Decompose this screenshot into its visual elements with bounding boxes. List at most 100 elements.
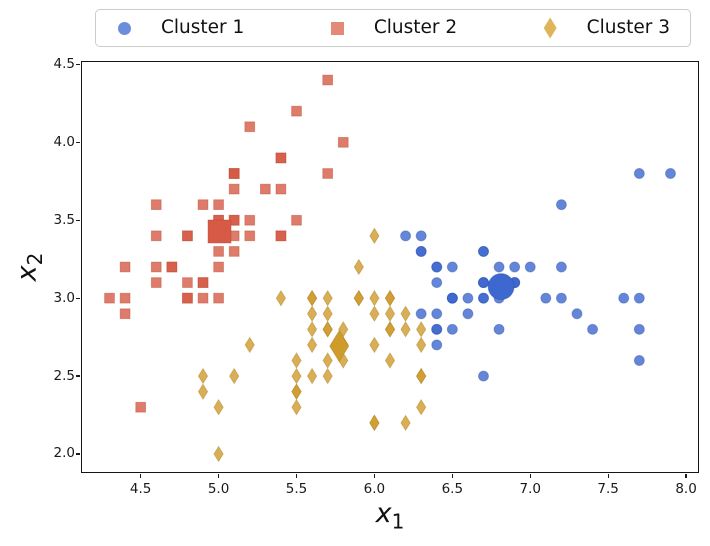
scatter-point: [338, 321, 349, 338]
scatter-point: [291, 383, 302, 400]
scatter-point: [291, 105, 302, 117]
scatter-point: [493, 261, 505, 273]
scatter-point: [369, 227, 380, 245]
scatter-point: [478, 370, 489, 382]
scatter-point: [213, 445, 224, 463]
scatter-point: [415, 308, 427, 320]
scatter-point: [166, 261, 178, 273]
plot-area: [81, 61, 699, 473]
x-tick-mark: [529, 473, 531, 478]
scatter-point: [228, 168, 240, 179]
scatter-point: [213, 398, 224, 416]
scatter-point: [353, 289, 364, 307]
scatter-point: [400, 305, 411, 323]
x-tick-label: 6.5: [441, 481, 464, 497]
scatter-point: [306, 321, 318, 338]
y-tick-mark: [75, 63, 80, 66]
scatter-point: [197, 367, 209, 385]
scatter-point: [213, 261, 224, 273]
x-tick-label: 7.5: [597, 481, 619, 497]
scatter-point: [571, 308, 583, 320]
legend-label-cluster-2: Cluster 2: [373, 16, 458, 38]
y-tick-label: 4.0: [53, 133, 75, 150]
x-tick-label: 6.0: [363, 481, 386, 497]
scatter-point: [400, 414, 411, 432]
scatter-point: [446, 323, 458, 335]
y-tick-mark: [75, 297, 80, 299]
scatter-point: [431, 277, 443, 289]
scatter-point: [431, 308, 443, 320]
x-tick-mark: [373, 473, 376, 478]
scatter-point: [291, 398, 302, 416]
scatter-point: [462, 292, 474, 304]
scatter-point: [322, 305, 333, 323]
y-tick-label: 3.0: [53, 289, 75, 306]
scatter-point: [197, 292, 209, 304]
scatter-point: [431, 261, 443, 273]
scatter-point: [291, 352, 302, 369]
scatter-point: [150, 230, 162, 242]
scatter-point: [275, 289, 287, 307]
scatter-point: [478, 292, 489, 304]
scatter-point: [322, 289, 333, 307]
scatter-point: [540, 292, 552, 304]
scatter-point: [384, 305, 396, 323]
y-axis-label-sub: 2: [22, 252, 47, 266]
scatter-point: [322, 74, 334, 86]
x-tick-label: 4.5: [129, 481, 152, 497]
scatter-point: [369, 305, 380, 323]
legend-item-cluster-2: Cluster 2: [330, 16, 458, 38]
scatter-point: [369, 414, 380, 432]
legend-label-cluster-3: Cluster 3: [586, 16, 670, 38]
scatter-canvas: [104, 74, 676, 463]
x-axis-label-sub: 1: [391, 509, 405, 534]
y-tick-mark: [75, 141, 80, 143]
x-tick-label: 5.5: [285, 481, 308, 497]
x-tick-mark: [217, 473, 220, 478]
scatter-point: [150, 261, 162, 273]
cluster-3-diamond-icon: [543, 17, 557, 39]
scatter-point: [182, 292, 193, 304]
scatter-point: [275, 183, 287, 195]
scatter-point: [306, 367, 318, 385]
scatter-point: [275, 152, 287, 164]
scatter-point: [244, 336, 255, 354]
scatter-point: [493, 323, 505, 335]
x-tick-label: 8.0: [675, 481, 697, 497]
scatter-point: [555, 292, 567, 304]
scatter-point: [446, 292, 458, 304]
scatter-point: [306, 305, 318, 323]
y-tick-mark: [75, 219, 80, 221]
legend-item-cluster-3: Cluster 3: [543, 16, 670, 39]
cluster-1-circle-icon: [118, 21, 131, 35]
scatter-point: [369, 336, 380, 354]
scatter-point: [415, 230, 427, 242]
scatter-point: [369, 289, 380, 307]
scatter-point: [182, 277, 193, 288]
scatter-point: [665, 168, 676, 179]
centroid-marker: [487, 273, 515, 301]
scatter-point: [462, 308, 474, 320]
scatter-point: [478, 245, 489, 257]
scatter-point: [150, 277, 162, 288]
scatter-point: [633, 323, 645, 335]
scatter-point: [244, 121, 256, 133]
scatter-point: [119, 308, 131, 320]
scatter-point: [322, 367, 333, 385]
scatter-point: [291, 367, 302, 385]
x-tick-mark: [607, 473, 609, 478]
y-axis-label: x2: [12, 253, 47, 282]
scatter-point: [197, 383, 209, 400]
scatter-point: [213, 246, 224, 257]
scatter-point: [119, 261, 131, 273]
x-axis-label: x1: [81, 500, 699, 531]
scatter-point: [322, 352, 333, 369]
scatter-point: [291, 214, 302, 226]
scatter-point: [555, 261, 567, 273]
scatter-point: [104, 292, 115, 304]
scatter-point: [633, 168, 645, 179]
scatter-point: [244, 230, 256, 242]
scatter-point: [119, 292, 131, 304]
scatter-point: [182, 230, 193, 242]
